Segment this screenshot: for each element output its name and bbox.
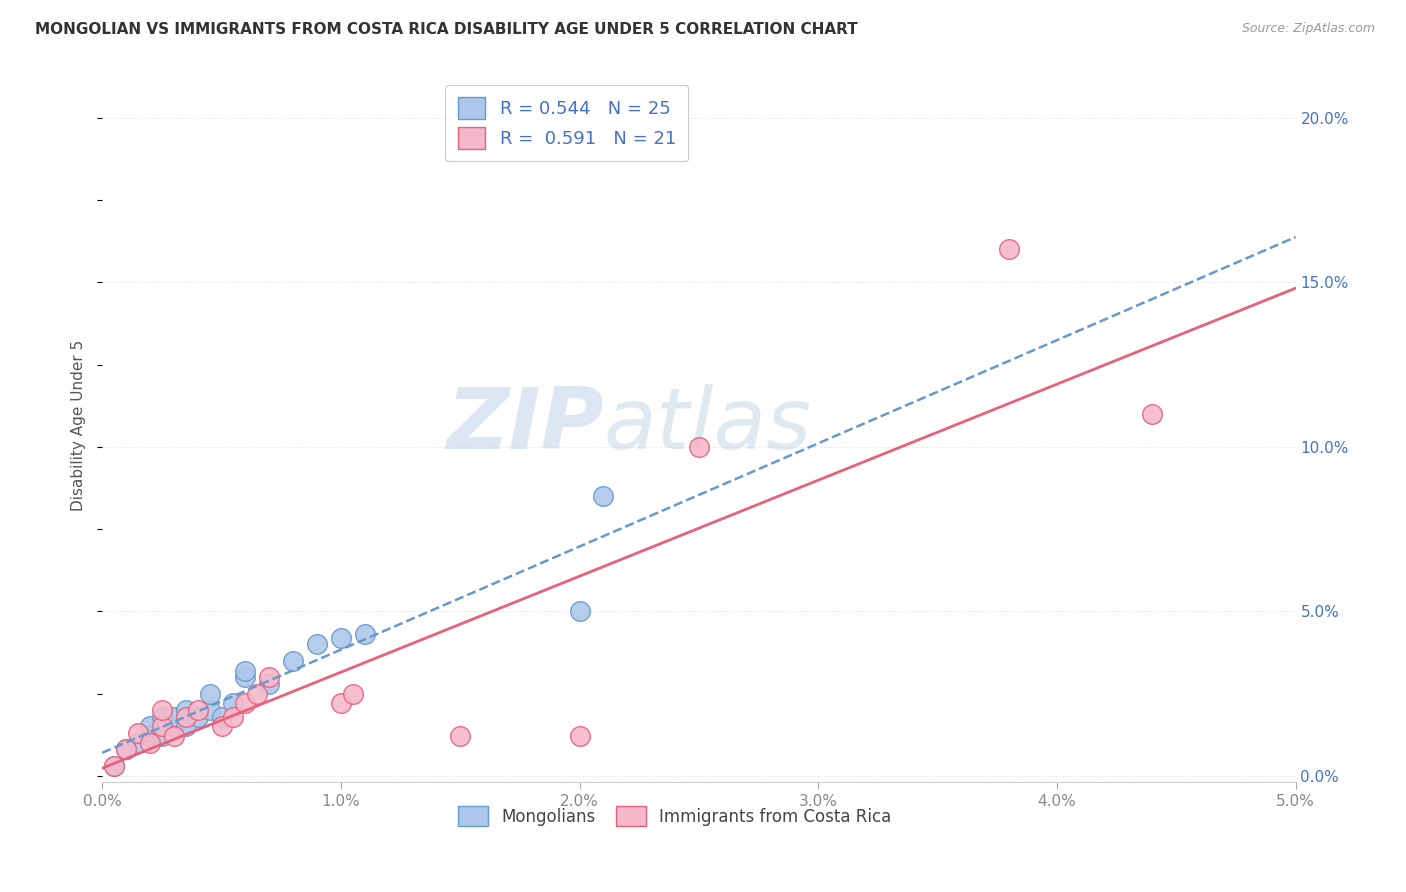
Point	[127, 726, 149, 740]
Point	[259, 670, 281, 684]
Point	[139, 719, 162, 733]
Point	[222, 697, 245, 711]
Point	[198, 687, 221, 701]
Point	[150, 719, 173, 733]
Point	[127, 736, 149, 750]
Point	[1142, 407, 1164, 421]
Point	[329, 697, 352, 711]
Text: Source: ZipAtlas.com: Source: ZipAtlas.com	[1241, 22, 1375, 36]
Point	[163, 709, 186, 723]
Point	[283, 654, 305, 668]
Text: ZIP: ZIP	[446, 384, 603, 467]
Point	[103, 759, 125, 773]
Point	[592, 489, 614, 503]
Point	[187, 703, 209, 717]
Point	[103, 759, 125, 773]
Point	[353, 627, 375, 641]
Point	[246, 687, 269, 701]
Point	[163, 719, 186, 733]
Point	[235, 697, 257, 711]
Point	[174, 719, 197, 733]
Point	[150, 709, 173, 723]
Point	[139, 736, 162, 750]
Point	[174, 703, 197, 717]
Point	[222, 709, 245, 723]
Text: atlas: atlas	[603, 384, 811, 467]
Point	[198, 703, 221, 717]
Point	[115, 742, 138, 756]
Point	[211, 709, 233, 723]
Point	[568, 604, 591, 618]
Point	[688, 440, 710, 454]
Point	[139, 729, 162, 743]
Point	[150, 729, 173, 743]
Y-axis label: Disability Age Under 5: Disability Age Under 5	[72, 340, 86, 511]
Point	[259, 676, 281, 690]
Point	[150, 703, 173, 717]
Point	[342, 687, 364, 701]
Point	[449, 729, 471, 743]
Text: MONGOLIAN VS IMMIGRANTS FROM COSTA RICA DISABILITY AGE UNDER 5 CORRELATION CHART: MONGOLIAN VS IMMIGRANTS FROM COSTA RICA …	[35, 22, 858, 37]
Point	[211, 719, 233, 733]
Point	[174, 709, 197, 723]
Legend: Mongolians, Immigrants from Costa Rica: Mongolians, Immigrants from Costa Rica	[450, 797, 900, 835]
Point	[305, 637, 328, 651]
Point	[568, 729, 591, 743]
Point	[235, 670, 257, 684]
Point	[115, 742, 138, 756]
Point	[187, 709, 209, 723]
Point	[998, 243, 1021, 257]
Point	[163, 729, 186, 743]
Point	[329, 631, 352, 645]
Point	[235, 664, 257, 678]
